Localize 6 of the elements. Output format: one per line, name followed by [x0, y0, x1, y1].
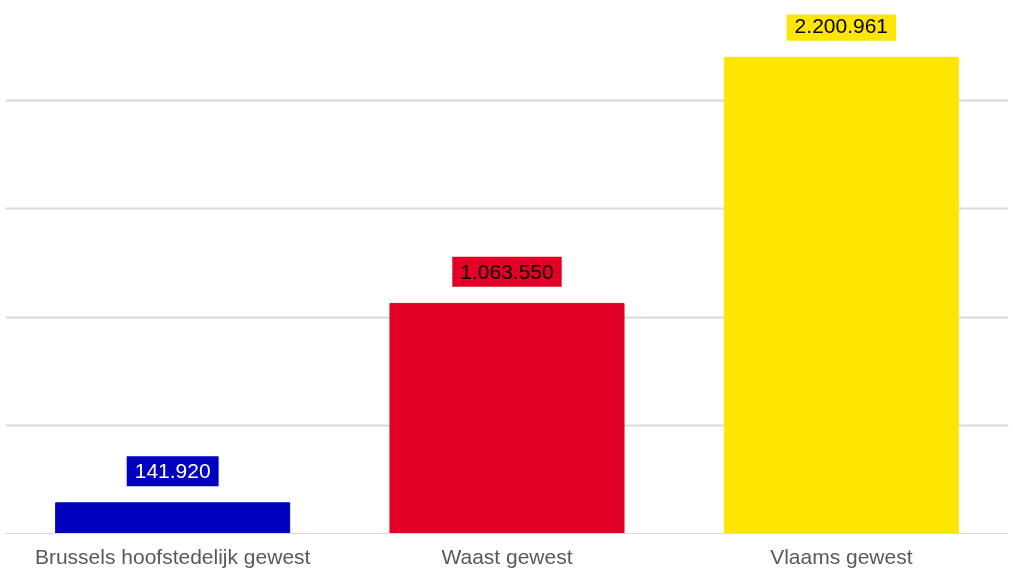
x-tick-label: Waast gewest — [441, 544, 573, 568]
data-label: 141.920 — [134, 459, 211, 483]
x-tick-label: Vlaams gewest — [770, 544, 913, 568]
data-label: 2.200.961 — [794, 13, 889, 37]
data-label: 1.063.550 — [460, 259, 554, 283]
x-tick-label: Brussels hoofstedelijk gewest — [34, 544, 311, 568]
